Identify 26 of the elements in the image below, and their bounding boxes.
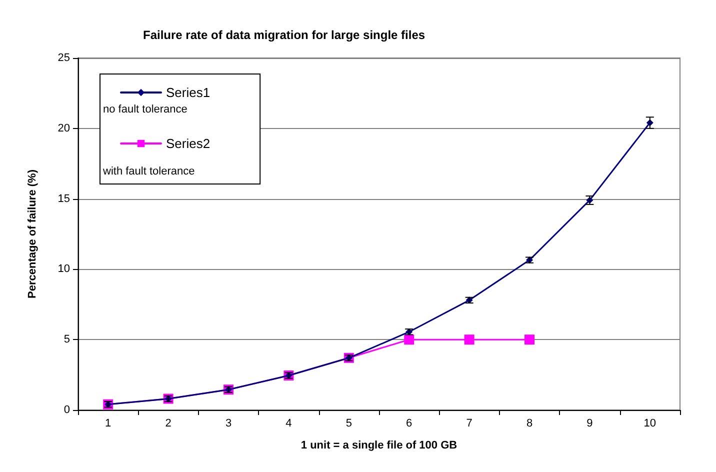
legend-label: Series2 [166, 136, 210, 151]
legend-label: Series1 [166, 85, 210, 100]
x-tick-label: 10 [644, 418, 656, 430]
x-tick-label: 9 [586, 418, 593, 430]
y-tick-label: 5 [64, 334, 70, 346]
x-tick-label: 3 [225, 418, 232, 430]
point [404, 334, 414, 345]
x-axis-title: 1 unit = a single file of 100 GB [300, 440, 458, 452]
x-tick-label: 5 [346, 418, 352, 430]
chart-title: Failure rate of data migration for large single files [143, 28, 426, 42]
x-tick-label: 7 [466, 418, 472, 430]
x-tick-label: 1 [105, 418, 112, 430]
point [464, 334, 474, 345]
y-axis-title: Percentage of failure (%) [26, 169, 38, 298]
point [524, 334, 534, 345]
y-tick-label: 15 [58, 192, 70, 205]
x-tick-label: 6 [406, 418, 412, 430]
annotation: with fault tolerance [102, 166, 195, 178]
x-tick-label: 8 [526, 418, 533, 430]
annotation: no fault tolerance [103, 104, 188, 116]
y-tick-label: 25 [58, 52, 70, 64]
y-tick-label: 10 [58, 263, 70, 276]
y-tick-label: 0 [64, 404, 70, 416]
y-tick-label: 20 [58, 122, 70, 134]
x-tick-label: 2 [165, 418, 172, 430]
x-tick-label: 4 [286, 418, 292, 430]
